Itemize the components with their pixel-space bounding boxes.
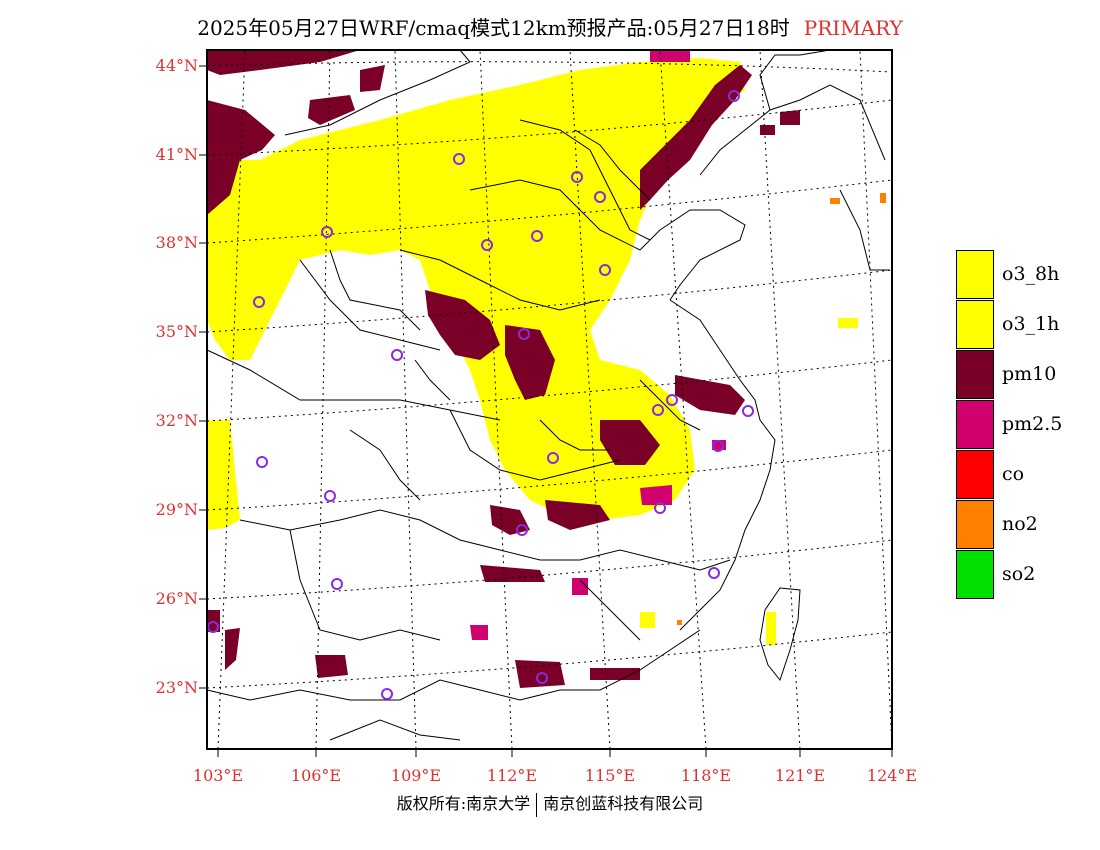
axis-ticks xyxy=(199,65,893,757)
legend-swatch xyxy=(956,499,994,549)
lon-label-109: 109°E xyxy=(390,766,442,785)
graticule xyxy=(206,49,893,750)
map-frame xyxy=(206,49,893,750)
lon-label-118: 118°E xyxy=(680,766,732,785)
lat-label-23: 23°N xyxy=(155,678,198,697)
lat-label-26: 26°N xyxy=(155,589,198,608)
legend-label: o3_1h xyxy=(1002,313,1060,335)
legend-label: so2 xyxy=(1002,563,1036,585)
lat-label-32: 32°N xyxy=(155,411,198,430)
title-tag: PRIMARY xyxy=(803,16,903,40)
boundary-lines xyxy=(206,49,890,741)
station-markers xyxy=(207,90,754,700)
legend-item-so2: so2 xyxy=(956,549,1062,599)
legend-swatch xyxy=(956,449,994,499)
pollutant-legend: o3_8h o3_1h pm10 pm2.5 co no2 so2 xyxy=(956,249,1062,599)
lat-label-38: 38°N xyxy=(155,233,198,252)
footer-separator xyxy=(536,792,538,817)
lon-label-121: 121°E xyxy=(774,766,826,785)
legend-item-o3-1h: o3_1h xyxy=(956,299,1062,349)
lon-label-115: 115°E xyxy=(584,766,636,785)
title-text: 2025年05月27日WRF/cmaq模式12km预报产品:05月27日18时 xyxy=(197,16,790,40)
legend-swatch xyxy=(956,399,994,449)
legend-item-pm25: pm2.5 xyxy=(956,399,1062,449)
lat-label-41: 41°N xyxy=(155,145,198,164)
lon-label-112: 112°E xyxy=(486,766,538,785)
legend-item-pm10: pm10 xyxy=(956,349,1062,399)
legend-item-o3-8h: o3_8h xyxy=(956,249,1062,299)
legend-label: co xyxy=(1002,463,1025,485)
legend-swatch xyxy=(956,549,994,599)
legend-item-co: co xyxy=(956,449,1062,499)
legend-swatch xyxy=(956,299,994,349)
lat-label-29: 29°N xyxy=(155,500,198,519)
o3-regions xyxy=(207,58,858,645)
lat-label-44: 44°N xyxy=(155,56,198,75)
copyright-footer: 版权所有:南京大学 南京创蓝科技有限公司 xyxy=(0,790,1100,817)
no2-regions xyxy=(677,193,886,625)
lon-label-124: 124°E xyxy=(866,766,918,785)
lon-label-103: 103°E xyxy=(192,766,244,785)
legend-label: o3_8h xyxy=(1002,263,1060,285)
lat-label-35: 35°N xyxy=(155,322,198,341)
legend-swatch xyxy=(956,349,994,399)
footer-left: 版权所有:南京大学 xyxy=(396,794,531,813)
legend-swatch xyxy=(956,249,994,299)
footer-right: 南京创蓝科技有限公司 xyxy=(543,794,704,813)
legend-label: pm10 xyxy=(1002,363,1057,385)
lon-label-106: 106°E xyxy=(290,766,342,785)
legend-label: pm2.5 xyxy=(1002,413,1063,435)
map-title: 2025年05月27日WRF/cmaq模式12km预报产品:05月27日18时 P… xyxy=(0,12,1100,41)
legend-item-no2: no2 xyxy=(956,499,1062,549)
legend-label: no2 xyxy=(1002,513,1038,535)
